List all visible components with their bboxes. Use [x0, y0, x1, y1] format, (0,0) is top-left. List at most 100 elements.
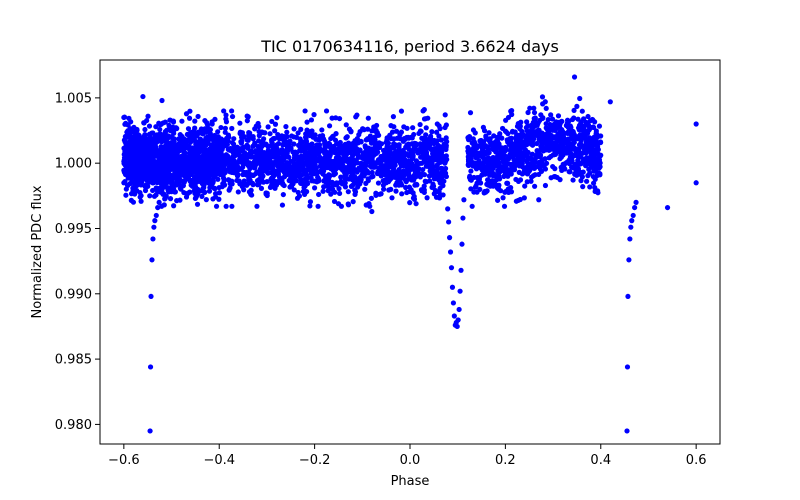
data-point — [312, 185, 318, 191]
data-point — [282, 138, 289, 144]
data-point — [393, 158, 400, 164]
data-point — [170, 119, 177, 125]
data-point — [126, 129, 132, 135]
data-point — [199, 162, 205, 168]
data-point — [216, 155, 222, 161]
data-point — [129, 144, 135, 150]
data-point — [442, 112, 448, 118]
data-point — [365, 176, 371, 182]
data-point — [393, 188, 399, 194]
data-point — [565, 136, 571, 142]
data-point — [272, 128, 278, 134]
data-point — [472, 130, 478, 136]
data-point — [199, 193, 205, 199]
data-point — [159, 171, 166, 177]
data-point — [530, 142, 536, 148]
data-point — [264, 190, 270, 196]
data-point — [205, 156, 212, 162]
data-point — [576, 142, 583, 148]
data-point — [354, 149, 361, 155]
data-point — [259, 158, 265, 165]
data-point — [126, 115, 132, 121]
data-point — [233, 160, 239, 167]
data-point — [408, 151, 415, 158]
data-point — [237, 181, 243, 187]
data-point — [239, 148, 246, 154]
data-point — [320, 160, 326, 167]
data-point — [411, 131, 417, 138]
data-point — [592, 147, 598, 153]
data-point — [304, 167, 310, 173]
data-point — [194, 201, 201, 207]
data-point — [286, 165, 292, 172]
y-tick-label: 1.005 — [55, 91, 92, 106]
data-point — [153, 185, 159, 191]
data-point — [399, 182, 405, 188]
data-point — [128, 134, 134, 141]
data-point — [212, 157, 218, 163]
data-point — [167, 196, 174, 202]
data-point — [331, 170, 337, 177]
data-point — [454, 323, 460, 330]
data-point — [153, 124, 159, 130]
data-point — [629, 218, 635, 224]
data-point — [196, 147, 202, 153]
data-point — [369, 169, 375, 176]
data-point — [296, 155, 302, 161]
data-point — [500, 150, 506, 156]
data-point — [246, 160, 253, 166]
data-point — [393, 128, 400, 134]
data-point — [218, 124, 224, 131]
data-point — [171, 147, 177, 153]
data-point — [404, 168, 410, 175]
data-point — [164, 158, 170, 164]
data-point — [404, 164, 410, 170]
data-point — [530, 136, 537, 142]
data-point — [480, 124, 486, 130]
data-point — [157, 126, 163, 133]
data-point — [316, 178, 322, 184]
data-point — [582, 130, 588, 136]
data-point — [585, 113, 591, 120]
data-point — [416, 130, 422, 137]
data-point — [403, 184, 409, 191]
data-point — [509, 150, 515, 156]
data-point — [458, 267, 464, 273]
data-point — [515, 197, 521, 204]
data-point — [568, 142, 574, 148]
data-point — [268, 137, 275, 143]
data-point — [449, 284, 456, 290]
data-point — [203, 126, 209, 132]
data-point — [327, 173, 333, 179]
data-point — [588, 149, 595, 155]
data-point — [545, 117, 551, 123]
data-point — [141, 137, 147, 143]
data-point — [211, 136, 217, 142]
data-point — [126, 165, 132, 171]
data-point — [268, 159, 274, 165]
data-point — [209, 121, 215, 127]
data-point — [191, 167, 198, 174]
data-point — [135, 153, 141, 159]
data-point — [524, 142, 530, 148]
data-point — [413, 201, 419, 207]
data-point — [413, 181, 420, 187]
data-point — [212, 168, 218, 174]
data-point — [267, 131, 273, 137]
data-point — [121, 114, 127, 121]
data-point — [551, 121, 557, 127]
data-point — [486, 150, 492, 156]
data-point — [543, 121, 549, 127]
data-point — [146, 123, 153, 129]
data-point — [494, 185, 501, 191]
data-point — [425, 145, 431, 151]
data-point — [493, 177, 500, 183]
data-point — [624, 428, 630, 434]
data-point — [548, 175, 554, 181]
data-point — [250, 143, 256, 149]
data-point — [378, 158, 384, 164]
data-point — [255, 120, 261, 127]
data-point — [431, 139, 438, 145]
data-point — [297, 166, 303, 173]
